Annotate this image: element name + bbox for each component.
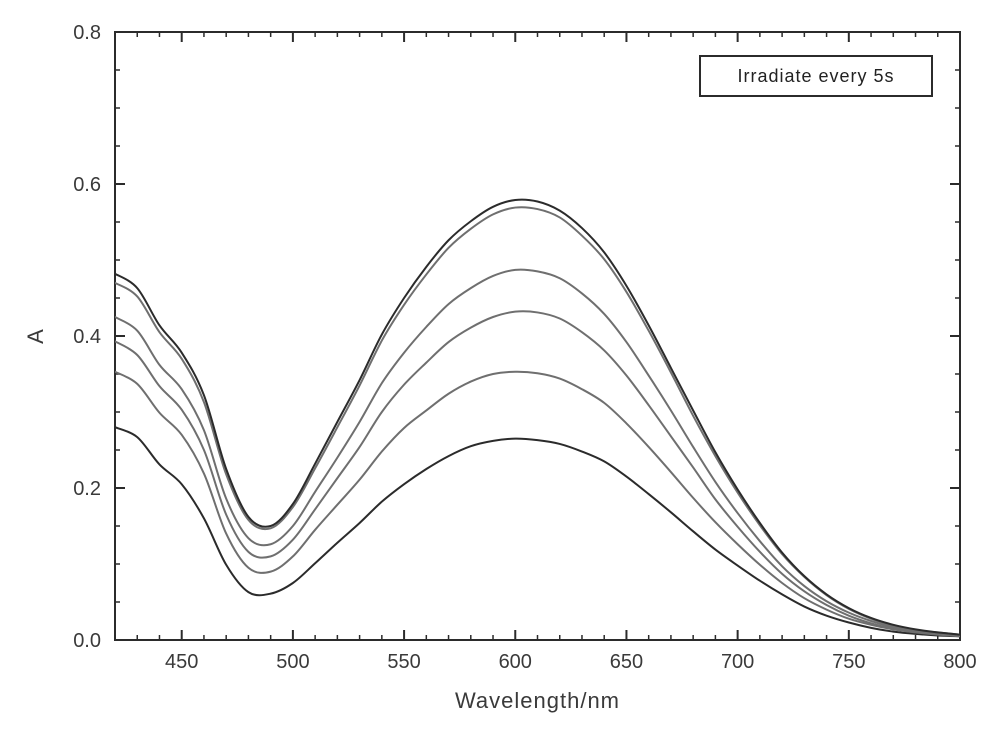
y-tick-label: 0.2	[73, 478, 101, 500]
x-tick-label: 550	[387, 651, 420, 673]
y-tick-label: 0.0	[73, 630, 101, 652]
x-tick-label: 600	[499, 651, 532, 673]
x-tick-label: 500	[276, 651, 309, 673]
x-axis-label: Wavelength/nm	[455, 688, 620, 713]
y-tick-label: 0.8	[73, 22, 101, 44]
legend-text: Irradiate every 5s	[737, 66, 894, 86]
chart-svg: 450 500 550 600 650 700 750 800 0.0 0.2 0.4 0.6 0.8 W…	[0, 0, 1000, 744]
y-tick-label: 0.4	[73, 326, 101, 348]
spectra-chart: 450 500 550 600 650 700 750 800 0.0 0.2 0.4 0.6 0.8 W…	[0, 0, 1000, 744]
y-axis-label: A	[23, 328, 48, 344]
x-tick-label: 700	[721, 651, 754, 673]
x-tick-label: 800	[943, 651, 976, 673]
x-tick-label: 750	[832, 651, 865, 673]
x-tick-label: 450	[165, 651, 198, 673]
y-tick-label: 0.6	[73, 174, 101, 196]
x-tick-label: 650	[610, 651, 643, 673]
